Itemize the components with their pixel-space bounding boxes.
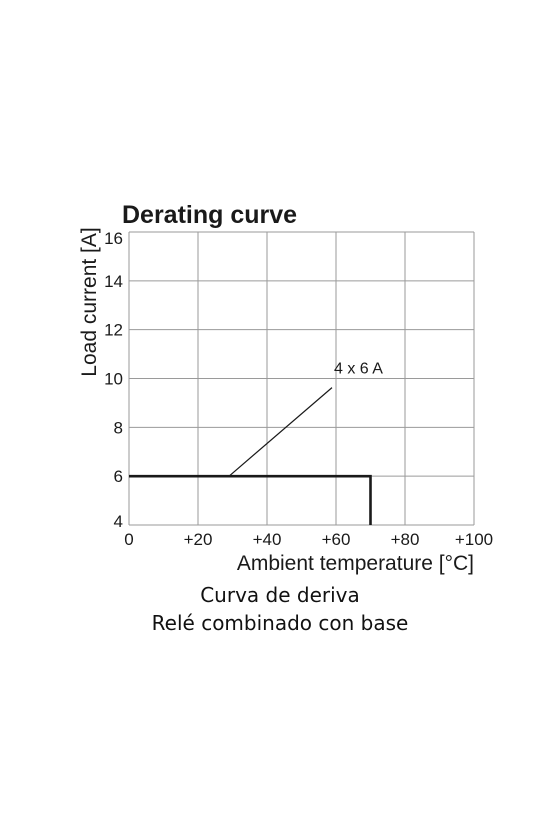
annotation-leader-line (228, 387, 333, 477)
y-tick-label: 14 (104, 272, 123, 291)
x-tick-label: +40 (253, 530, 282, 549)
y-tick-label: 16 (104, 229, 123, 248)
chart-title: Derating curve (122, 201, 297, 229)
y-tick-label: 6 (114, 467, 123, 486)
annotation-label: 4 x 6 A (334, 361, 383, 378)
caption-line-2: Relé combinado con base (151, 611, 409, 635)
y-axis-label: Load current [A] (78, 227, 101, 376)
y-tick-label: 12 (104, 321, 123, 340)
x-tick-label: +20 (184, 530, 213, 549)
chart-annotations: 4 x 6 A (228, 361, 383, 477)
y-tick-labels: 4 6 8 10 12 14 16 (104, 229, 123, 531)
x-tick-label: +60 (322, 530, 351, 549)
x-tick-label: +80 (391, 530, 420, 549)
x-tick-label: 0 (124, 530, 133, 549)
derating-chart: Derating curve 4 x 6 A 0 +20 +40 +60 +80 +100… (78, 201, 493, 575)
derating-line (129, 474, 372, 525)
caption-line-1: Curva de deriva (200, 583, 360, 607)
y-tick-label: 8 (114, 418, 123, 437)
chart-series (129, 474, 372, 525)
x-tick-label: +100 (455, 530, 493, 549)
y-tick-label: 4 (114, 512, 123, 531)
x-axis-label: Ambient temperature [°C] (237, 552, 474, 575)
chart-grid (128, 231, 475, 526)
y-tick-label: 10 (104, 370, 123, 389)
x-tick-labels: 0 +20 +40 +60 +80 +100 (124, 530, 493, 549)
